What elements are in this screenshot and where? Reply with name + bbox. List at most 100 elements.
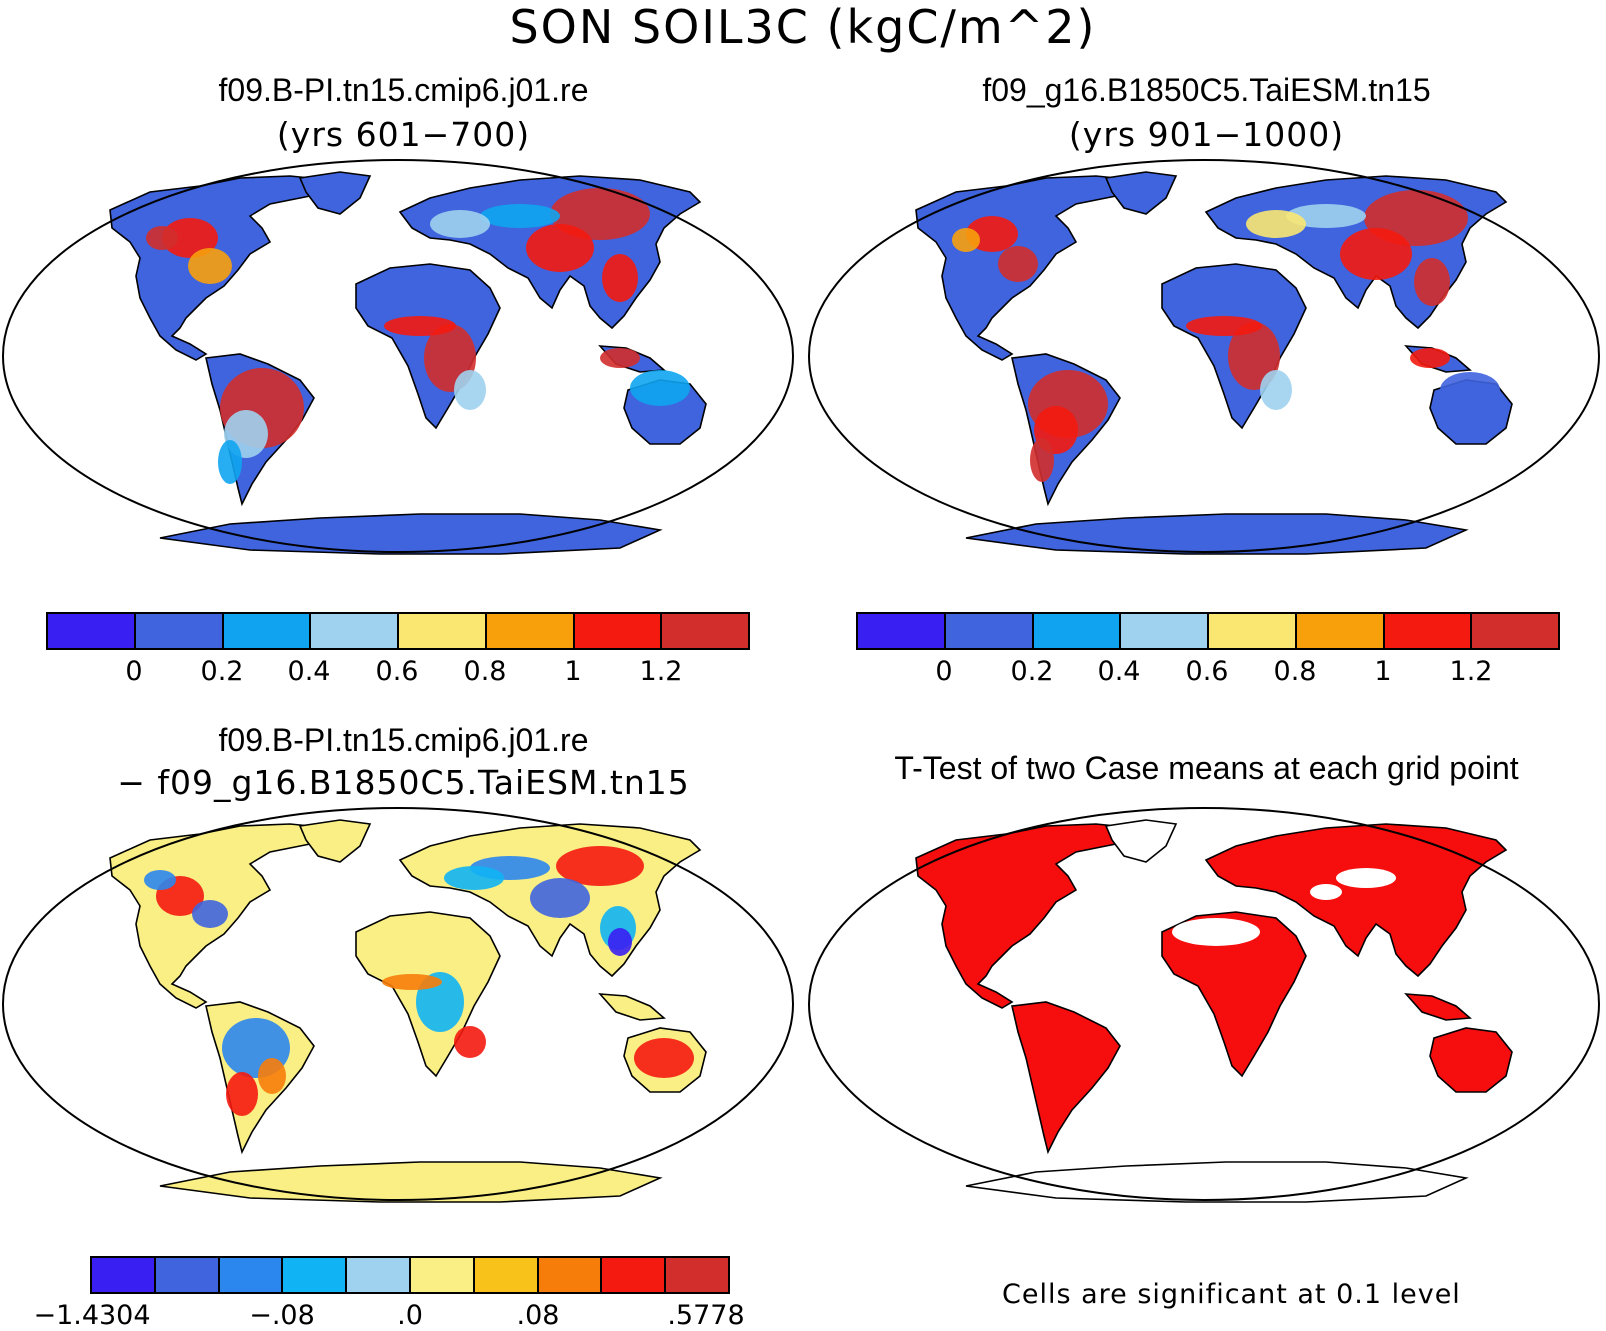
field-patch xyxy=(1410,348,1450,368)
field-patch xyxy=(1310,884,1342,900)
colorbar-case1 xyxy=(46,612,750,650)
field-patch xyxy=(1286,204,1366,228)
field-patch xyxy=(258,1058,286,1094)
landmass-greenland xyxy=(1104,171,1178,215)
field-patch xyxy=(192,900,228,928)
field-patch xyxy=(430,210,490,238)
cbar2-box-1 xyxy=(945,614,1034,648)
map-case2-land xyxy=(915,171,1513,555)
map-case1 xyxy=(2,159,794,555)
cbar2-label-1: 0.2 xyxy=(1010,656,1054,687)
cbar1-label-1: 0.2 xyxy=(200,656,244,687)
cbar3-box-3 xyxy=(283,1258,348,1292)
landmass-indonesia xyxy=(598,993,666,1021)
cbar3-box-0 xyxy=(92,1258,156,1292)
panel-diff-title: f09.B-PI.tn15.cmip6.j01.re xyxy=(218,722,589,758)
field-patch xyxy=(1440,372,1500,408)
landmass-europeAsia xyxy=(1204,823,1508,978)
field-patch xyxy=(226,1072,258,1116)
cbar1-label-4: 0.8 xyxy=(463,656,507,687)
cbar2-box-5 xyxy=(1296,614,1385,648)
cbar3-box-8 xyxy=(602,1258,667,1292)
colorbar-difference xyxy=(90,1256,730,1294)
landmass-greenland xyxy=(1104,819,1178,863)
cbar2-box-0 xyxy=(858,614,946,648)
field-patch xyxy=(998,246,1038,282)
panel-case1-title: f09.B-PI.tn15.cmip6.j01.re xyxy=(218,72,589,108)
panel-case2-subtitle: (yrs 901−1000) xyxy=(1068,115,1345,154)
cbar2-box-4 xyxy=(1209,614,1297,648)
cbar1-box-5 xyxy=(486,614,575,648)
cbar1-box-3 xyxy=(311,614,399,648)
cbar2-label-3: 0.6 xyxy=(1185,656,1229,687)
map-case1-land xyxy=(109,171,707,555)
field-patch xyxy=(1186,316,1262,336)
field-patch xyxy=(1246,210,1306,238)
landmass-indonesia xyxy=(1404,993,1472,1021)
field-patch xyxy=(218,440,242,484)
map-difference xyxy=(2,807,794,1203)
field-patch xyxy=(1228,322,1280,390)
map-difference-land xyxy=(109,819,707,1203)
field-patch xyxy=(556,846,644,886)
cbar1-box-6 xyxy=(574,614,663,648)
field-patch xyxy=(382,974,442,990)
cbar2-label-5: 1 xyxy=(1374,656,1392,687)
panel-diff-subtitle: − f09_g16.B1850C5.TaiESM.tn15 xyxy=(117,763,690,802)
cbar3-box-5 xyxy=(410,1258,475,1292)
cbar3-box-1 xyxy=(155,1258,220,1292)
cbar3-label-0: −1.4304 xyxy=(33,1300,151,1331)
field-patch xyxy=(602,254,638,302)
field-patch xyxy=(1172,918,1260,946)
landmass-greenland xyxy=(298,171,372,215)
field-patch xyxy=(1414,258,1450,306)
field-patch xyxy=(188,248,232,284)
cbar1-label-5: 1 xyxy=(564,656,582,687)
field-patch xyxy=(634,1038,694,1078)
cbar3-box-7 xyxy=(538,1258,603,1292)
landmass-greenland xyxy=(298,819,372,863)
field-patch xyxy=(454,370,486,410)
cbar2-box-3 xyxy=(1121,614,1209,648)
map-case2 xyxy=(808,159,1600,555)
cbar3-box-4 xyxy=(347,1258,411,1292)
map-ttest-land xyxy=(915,819,1513,1203)
field-patch xyxy=(600,348,640,368)
landmass-africa xyxy=(1161,911,1307,1078)
field-patch xyxy=(1030,438,1054,482)
cbar2-label-6: 1.2 xyxy=(1449,656,1493,687)
cbar1-box-7 xyxy=(662,614,748,648)
field-patch xyxy=(952,228,980,252)
cbar1-box-2 xyxy=(223,614,312,648)
cbar1-label-0: 0 xyxy=(125,656,143,687)
cbar2-box-6 xyxy=(1384,614,1473,648)
cbar2-box-7 xyxy=(1472,614,1558,648)
field-patch xyxy=(144,870,176,890)
cbar1-label-3: 0.6 xyxy=(375,656,419,687)
ttest-note: Cells are significant at 0.1 level xyxy=(1002,1279,1461,1310)
field-patch xyxy=(480,204,560,228)
field-patch xyxy=(630,370,690,406)
field-patch xyxy=(1340,228,1412,280)
cbar3-label-4: .5778 xyxy=(667,1300,745,1331)
field-patch xyxy=(162,218,218,258)
landmass-southAmerica xyxy=(1011,1001,1121,1155)
cbar1-box-0 xyxy=(48,614,136,648)
cbar3-label-2: .0 xyxy=(397,1300,423,1331)
field-patch xyxy=(454,1026,486,1058)
cbar3-label-3: .08 xyxy=(516,1300,560,1331)
cbar3-box-9 xyxy=(666,1258,728,1292)
field-patch xyxy=(1260,370,1292,410)
cbar2-label-0: 0 xyxy=(935,656,953,687)
field-patch xyxy=(384,316,456,336)
field-patch xyxy=(526,224,594,272)
cbar1-box-4 xyxy=(399,614,487,648)
cbar2-box-2 xyxy=(1033,614,1122,648)
field-patch xyxy=(146,226,178,250)
cbar1-box-1 xyxy=(135,614,224,648)
panel-case1-subtitle: (yrs 601−700) xyxy=(276,115,531,154)
field-patch xyxy=(444,866,504,890)
cbar2-label-2: 0.4 xyxy=(1097,656,1141,687)
landmass-australia xyxy=(1429,1027,1513,1093)
figure-title: SON SOIL3C (kgC/m^2) xyxy=(509,0,1097,54)
